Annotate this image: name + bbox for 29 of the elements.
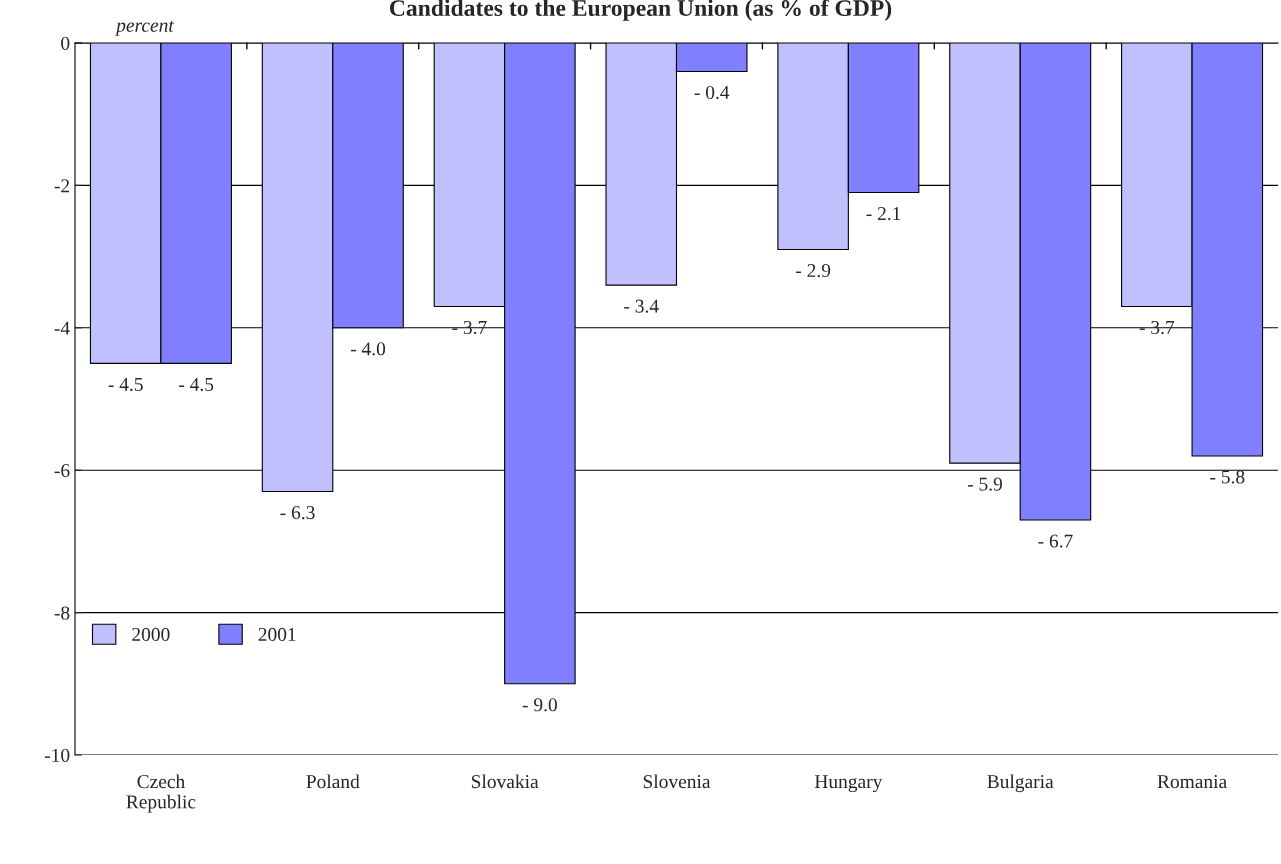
data-label: - 6.3 [280,506,315,520]
legend-label: 2000 [132,627,170,641]
data-label: - 9.0 [522,698,557,712]
x-tick-label: Romania [1157,775,1227,789]
data-label: - 0.4 [694,85,730,100]
y-tick-label: -4 [54,321,70,335]
data-label: - 6.7 [1038,534,1073,548]
y-axis-title: percent [115,20,175,36]
x-tick-label: Slovakia [471,774,539,789]
data-label: - 3.4 [624,299,659,313]
y-tick-label: -6 [54,464,70,478]
y-tick-label: -8 [54,606,70,620]
chart-title: Candidates to the European Union (as % of GDP) [390,0,892,21]
legend-label: 2001 [258,627,296,641]
x-tick-label: Hungary [814,775,883,793]
data-label: - 5.8 [1210,470,1245,484]
data-label: - 4.5 [179,377,214,392]
data-label: - 4.5 [108,377,143,392]
x-tick-label: Czech Republic [126,774,196,813]
y-tick-label: 0 [61,36,70,50]
x-tick-label: Slovenia [643,774,711,789]
y-tick-label: -2 [54,179,70,193]
data-label: - 5.9 [967,477,1003,491]
data-label: - 4.0 [350,342,386,356]
y-tick-label: -10 [44,748,70,762]
x-tick-label: Bulgaria [987,774,1054,793]
data-label: - 2.9 [796,263,831,278]
x-tick-label: Poland [306,774,360,789]
data-label: - 2.1 [866,207,901,221]
